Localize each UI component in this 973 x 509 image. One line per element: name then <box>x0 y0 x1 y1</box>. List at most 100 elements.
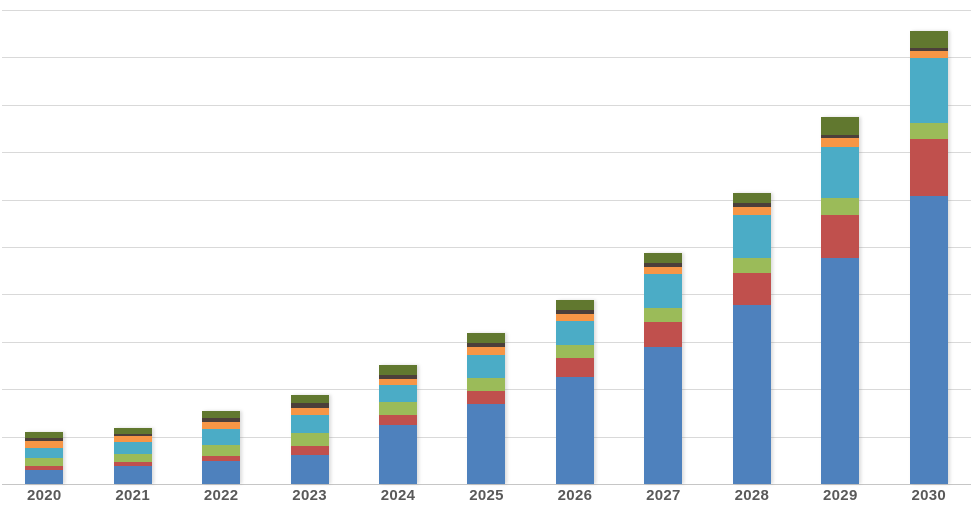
bar-segment-2026-dark-brown[interactable] <box>555 310 594 314</box>
bar-segment-2030-blue[interactable] <box>909 196 948 484</box>
bar-segment-2026-green[interactable] <box>555 344 594 358</box>
bar-segment-2030-dark-brown[interactable] <box>909 47 948 52</box>
bar-segment-2020-red[interactable] <box>25 466 64 471</box>
bar-segment-2022-blue[interactable] <box>202 460 241 484</box>
bar-segment-2024-orange[interactable] <box>379 378 418 386</box>
bar-slot-2025 <box>442 10 530 484</box>
bar-segment-2026-orange[interactable] <box>555 313 594 322</box>
bar-segment-2023-green[interactable] <box>290 432 329 447</box>
stacked-bar-2029[interactable] <box>821 117 860 484</box>
bar-segment-2027-dark-olive[interactable] <box>644 253 683 264</box>
bar-segment-2021-dark-olive[interactable] <box>113 427 152 435</box>
x-axis-labels: 2020 2021 2022 2023 2024 2025 2026 2027 2028 2029… <box>0 487 973 504</box>
bar-segment-2028-orange[interactable] <box>732 206 771 215</box>
bar-segment-2024-green[interactable] <box>379 401 418 415</box>
bar-segment-2026-red[interactable] <box>555 357 594 377</box>
bar-segment-2029-dark-olive[interactable] <box>821 117 860 135</box>
bar-segment-2021-teal[interactable] <box>113 442 152 455</box>
bar-segment-2024-teal[interactable] <box>379 385 418 402</box>
stacked-bar-2021[interactable] <box>113 427 152 484</box>
bar-segment-2021-blue[interactable] <box>113 465 152 484</box>
bar-segment-2026-dark-olive[interactable] <box>555 300 594 311</box>
bar-slot-2020 <box>0 10 88 484</box>
bar-segment-2027-blue[interactable] <box>644 346 683 484</box>
bar-segment-2028-green[interactable] <box>732 258 771 273</box>
bar-segment-2027-teal[interactable] <box>644 274 683 309</box>
bar-segment-2023-teal[interactable] <box>290 415 329 433</box>
bar-segment-2024-dark-olive[interactable] <box>379 365 418 376</box>
bar-slot-2022 <box>177 10 265 484</box>
stacked-bar-2027[interactable] <box>644 253 683 484</box>
x-axis-label-2027: 2027 <box>646 487 681 504</box>
bar-segment-2023-orange[interactable] <box>290 407 329 416</box>
bar-segment-2021-green[interactable] <box>113 454 152 462</box>
bar-segment-2025-orange[interactable] <box>467 347 506 355</box>
bar-segment-2025-dark-olive[interactable] <box>467 332 506 343</box>
bar-slot-2027 <box>619 10 707 484</box>
bar-segment-2029-teal[interactable] <box>821 146 860 198</box>
gridline <box>2 294 971 296</box>
bar-segment-2029-dark-brown[interactable] <box>821 134 860 138</box>
bar-segment-2027-dark-brown[interactable] <box>644 263 683 267</box>
stacked-bar-2030[interactable] <box>909 31 948 484</box>
stacked-bar-2025[interactable] <box>467 332 506 484</box>
bar-segment-2020-dark-olive[interactable] <box>25 431 64 438</box>
bar-segment-2021-red[interactable] <box>113 461 152 466</box>
bar-segment-2029-blue[interactable] <box>821 257 860 484</box>
bar-segment-2021-dark-brown[interactable] <box>113 434 152 437</box>
bar-segment-2024-blue[interactable] <box>379 424 418 484</box>
bar-segment-2028-blue[interactable] <box>732 304 771 484</box>
bar-segment-2029-green[interactable] <box>821 197 860 216</box>
stacked-bar-2024[interactable] <box>379 365 418 484</box>
bar-segment-2022-teal[interactable] <box>202 429 241 445</box>
stacked-bar-2026[interactable] <box>555 300 594 484</box>
bar-segment-2020-orange[interactable] <box>25 441 64 448</box>
bar-segment-2030-orange[interactable] <box>909 51 948 58</box>
bar-segment-2022-orange[interactable] <box>202 422 241 430</box>
bar-segment-2023-dark-brown[interactable] <box>290 402 329 408</box>
bar-segment-2027-red[interactable] <box>644 322 683 347</box>
bar-segment-2025-red[interactable] <box>467 391 506 404</box>
bars-container <box>0 10 973 484</box>
bar-segment-2025-dark-brown[interactable] <box>467 342 506 348</box>
stacked-bar-2022[interactable] <box>202 411 241 484</box>
bar-segment-2025-blue[interactable] <box>467 403 506 484</box>
bar-segment-2024-dark-brown[interactable] <box>379 375 418 379</box>
bar-segment-2022-dark-olive[interactable] <box>202 411 241 419</box>
bar-segment-2030-green[interactable] <box>909 122 948 140</box>
bar-segment-2027-green[interactable] <box>644 308 683 323</box>
bar-segment-2020-green[interactable] <box>25 457 64 466</box>
stacked-bar-2023[interactable] <box>290 394 329 484</box>
bar-segment-2020-blue[interactable] <box>25 470 64 484</box>
bar-segment-2023-dark-olive[interactable] <box>290 394 329 403</box>
x-axis-baseline <box>2 484 971 485</box>
bar-segment-2022-red[interactable] <box>202 455 241 461</box>
bar-segment-2030-teal[interactable] <box>909 57 948 123</box>
bar-segment-2024-red[interactable] <box>379 414 418 425</box>
bar-segment-2029-orange[interactable] <box>821 138 860 147</box>
bar-segment-2028-red[interactable] <box>732 272 771 305</box>
bar-segment-2028-dark-brown[interactable] <box>732 203 771 207</box>
bar-segment-2023-red[interactable] <box>290 446 329 455</box>
bar-segment-2020-dark-brown[interactable] <box>25 437 64 442</box>
bar-segment-2028-dark-olive[interactable] <box>732 192 771 204</box>
bar-segment-2026-teal[interactable] <box>555 321 594 345</box>
bar-segment-2023-blue[interactable] <box>290 454 329 484</box>
bar-segment-2022-green[interactable] <box>202 444 241 456</box>
bar-segment-2021-orange[interactable] <box>113 436 152 443</box>
x-axis-label-2024: 2024 <box>380 487 416 504</box>
gridline <box>2 104 971 106</box>
bar-segment-2020-teal[interactable] <box>25 448 64 458</box>
bar-segment-2029-red[interactable] <box>821 215 860 258</box>
bar-segment-2026-blue[interactable] <box>555 376 594 484</box>
bar-segment-2025-teal[interactable] <box>467 354 506 378</box>
stacked-bar-2020[interactable] <box>25 431 64 484</box>
bar-segment-2030-red[interactable] <box>909 139 948 197</box>
bar-segment-2030-dark-olive[interactable] <box>909 31 948 48</box>
stacked-bar-2028[interactable] <box>732 192 771 484</box>
bar-segment-2022-dark-brown[interactable] <box>202 418 241 423</box>
bar-segment-2027-orange[interactable] <box>644 266 683 275</box>
bar-segment-2028-teal[interactable] <box>732 214 771 259</box>
bar-segment-2025-green[interactable] <box>467 377 506 392</box>
x-axis-label-2022: 2022 <box>203 487 239 504</box>
